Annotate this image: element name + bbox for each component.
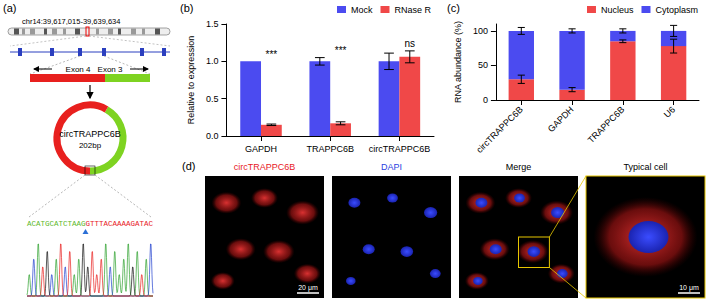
svg-text:0: 0: [483, 95, 488, 105]
svg-text:Exon 3: Exon 3: [98, 65, 123, 74]
svg-text:ACATGCATCTAAGGTTTACAAAAGATAC: ACATGCATCTAAGGTTTACAAAAGATAC: [27, 220, 153, 228]
svg-text:DAPI: DAPI: [381, 162, 402, 172]
svg-text:Typical cell: Typical cell: [623, 162, 667, 172]
svg-text:Exon 4: Exon 4: [66, 65, 91, 74]
svg-text:GAPDH: GAPDH: [546, 104, 576, 134]
svg-text:TRAPPC6B: TRAPPC6B: [306, 144, 354, 154]
svg-text:0.0: 0.0: [206, 131, 219, 141]
svg-text:10 μm: 10 μm: [679, 284, 699, 292]
svg-text:100: 100: [473, 26, 488, 36]
html-text:(c): (c): [447, 2, 460, 14]
svg-text:***: ***: [335, 45, 347, 56]
svg-text:U6: U6: [662, 104, 677, 119]
svg-text:1.0: 1.0: [206, 56, 219, 66]
svg-text:***: ***: [266, 49, 278, 60]
html-text:(d): (d): [182, 160, 196, 172]
svg-text:RNase R: RNase R: [394, 5, 431, 15]
svg-text:circTRAPPC6B: circTRAPPC6B: [369, 144, 431, 154]
svg-text:20 μm: 20 μm: [298, 284, 318, 292]
svg-text:202bp: 202bp: [79, 141, 102, 150]
svg-text:RNA abundance (%): RNA abundance (%): [453, 21, 463, 103]
svg-text:TRAPPC6B: TRAPPC6B: [586, 104, 627, 145]
svg-text:chr14:39,617,015-39,639,634: chr14:39,617,015-39,639,634: [22, 17, 120, 26]
svg-text:50: 50: [478, 60, 488, 70]
svg-text:Relative to expression: Relative to expression: [186, 36, 196, 125]
svg-text:ns: ns: [405, 38, 416, 49]
svg-text:Merge: Merge: [506, 162, 532, 172]
svg-text:circTRAPPC6B: circTRAPPC6B: [474, 104, 524, 154]
html-text:(a): (a): [3, 2, 17, 14]
svg-text:Nucleus: Nucleus: [601, 5, 634, 15]
svg-text:0.5: 0.5: [206, 94, 219, 104]
svg-text:circTRAPPC6B: circTRAPPC6B: [234, 162, 296, 172]
html-text:(b): (b): [180, 2, 194, 14]
svg-text:Cytoplasm: Cytoplasm: [655, 5, 698, 15]
svg-text:1.5: 1.5: [206, 19, 219, 29]
svg-text:GAPDH: GAPDH: [245, 144, 277, 154]
svg-text:Mock: Mock: [351, 5, 373, 15]
svg-text:circTRAPPC6B: circTRAPPC6B: [59, 129, 121, 139]
